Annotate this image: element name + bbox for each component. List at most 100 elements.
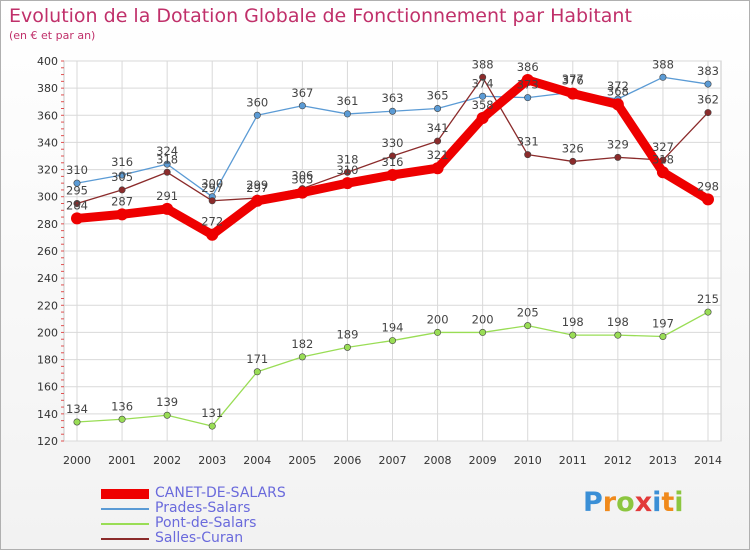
data-point — [73, 200, 81, 208]
data-point — [569, 331, 577, 339]
x-tick-label: 2010 — [514, 454, 542, 467]
data-label: 189 — [336, 327, 358, 341]
x-tick-label: 2006 — [333, 454, 361, 467]
legend-label: Prades-Salars — [155, 500, 251, 516]
y-tick-label: 180 — [37, 354, 58, 367]
data-point — [163, 168, 171, 176]
data-label: 182 — [291, 337, 313, 351]
logo-letter: P — [583, 487, 603, 518]
data-point — [208, 422, 216, 430]
data-label: 297 — [246, 181, 268, 195]
data-point — [611, 98, 624, 111]
data-point — [341, 177, 354, 190]
data-point — [479, 92, 487, 100]
data-label: 362 — [697, 93, 719, 107]
data-label: 365 — [427, 89, 449, 103]
data-point — [656, 166, 669, 179]
data-point — [704, 80, 712, 88]
data-point — [343, 343, 351, 351]
data-label: 360 — [246, 95, 268, 109]
data-label: 318 — [156, 152, 178, 166]
data-label: 131 — [201, 406, 223, 420]
data-label: 310 — [66, 163, 88, 177]
data-label: 200 — [472, 312, 494, 326]
x-tick-label: 2007 — [379, 454, 407, 467]
data-point — [479, 328, 487, 336]
y-tick-label: 160 — [37, 381, 58, 394]
data-label: 198 — [607, 315, 629, 329]
data-label: 310 — [336, 163, 358, 177]
x-tick-label: 2004 — [243, 454, 271, 467]
data-point — [521, 74, 534, 86]
data-point — [163, 160, 171, 168]
data-label: 358 — [472, 98, 494, 112]
data-label: 298 — [697, 179, 719, 193]
x-tick-label: 2001 — [108, 454, 136, 467]
data-point — [116, 208, 129, 221]
data-label: 198 — [562, 315, 584, 329]
data-label: 321 — [427, 148, 449, 162]
data-label: 200 — [427, 312, 449, 326]
data-point — [206, 228, 219, 241]
data-point — [73, 179, 81, 187]
data-label: 300 — [201, 177, 223, 191]
data-label: 329 — [607, 137, 629, 151]
data-label: 306 — [291, 169, 313, 183]
chart-title: Evolution de la Dotation Globale de Fonc… — [9, 5, 632, 27]
y-tick-label: 220 — [37, 299, 58, 312]
data-label: 134 — [66, 402, 88, 416]
data-label: 272 — [201, 215, 223, 229]
x-tick-label: 2014 — [694, 454, 722, 467]
data-label: 331 — [517, 135, 539, 149]
data-point — [431, 162, 444, 175]
y-tick-label: 140 — [37, 408, 58, 421]
y-tick-label: 280 — [37, 218, 58, 231]
x-tick-label: 2008 — [424, 454, 452, 467]
data-label: 374 — [472, 76, 494, 90]
data-label: 297 — [201, 181, 223, 195]
data-label: 205 — [517, 306, 539, 320]
data-point — [253, 368, 261, 376]
x-tick-label: 2005 — [288, 454, 316, 467]
data-point — [161, 202, 174, 215]
data-point — [479, 73, 487, 81]
data-label: 139 — [156, 395, 178, 409]
data-label: 284 — [66, 198, 88, 212]
data-point — [704, 308, 712, 316]
data-label: 318 — [336, 152, 358, 166]
data-point — [253, 111, 261, 119]
logo-letter: x — [634, 487, 653, 518]
data-point — [298, 353, 306, 361]
data-point — [118, 171, 126, 179]
data-label: 367 — [291, 86, 313, 100]
data-point — [388, 152, 396, 160]
data-label: 136 — [111, 399, 133, 413]
data-point — [343, 110, 351, 118]
data-label: 299 — [246, 178, 268, 192]
data-label: 361 — [336, 94, 358, 108]
x-tick-label: 2011 — [559, 454, 587, 467]
data-label: 386 — [517, 60, 539, 74]
data-point — [524, 94, 532, 102]
legend-label: Salles-Curan — [155, 530, 244, 546]
x-tick-label: 2002 — [153, 454, 181, 467]
data-point — [614, 153, 622, 161]
data-label: 171 — [246, 352, 268, 366]
data-label: 377 — [562, 72, 584, 86]
data-point — [524, 151, 532, 159]
data-label: 324 — [156, 144, 178, 158]
data-label: 330 — [382, 136, 404, 150]
data-label: 341 — [427, 121, 449, 135]
data-label: 316 — [111, 155, 133, 169]
data-label: 373 — [517, 78, 539, 92]
x-tick-label: 2012 — [604, 454, 632, 467]
x-tick-label: 2003 — [198, 454, 226, 467]
data-point — [388, 107, 396, 115]
logo-letter: o — [616, 487, 635, 518]
y-tick-label: 240 — [37, 272, 58, 285]
legend-swatch — [101, 489, 149, 499]
y-tick-label: 300 — [37, 191, 58, 204]
data-point — [118, 186, 126, 194]
